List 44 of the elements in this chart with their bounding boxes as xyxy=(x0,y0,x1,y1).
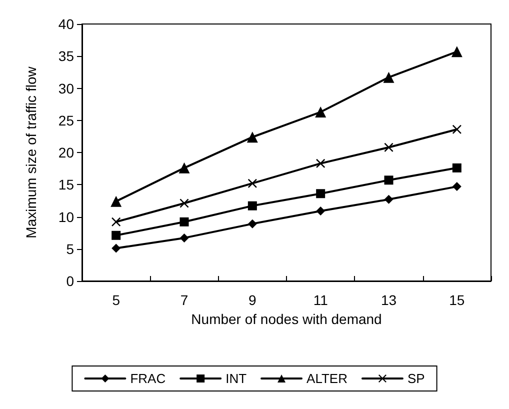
point xyxy=(384,176,394,185)
point xyxy=(383,72,394,83)
y-tick-label: 10 xyxy=(58,208,74,225)
y-axis-title: Maximum size of traffic flow xyxy=(23,66,39,238)
point xyxy=(110,196,122,207)
point xyxy=(452,163,462,172)
point xyxy=(248,201,257,210)
point xyxy=(451,46,462,58)
point xyxy=(246,132,258,143)
y-tick-label: 25 xyxy=(58,112,74,128)
y-tick-label: 15 xyxy=(58,176,74,193)
point xyxy=(248,178,257,188)
point xyxy=(180,217,189,226)
point xyxy=(112,230,121,240)
y-tick-label: 5 xyxy=(66,240,74,257)
x-tick-label: 9 xyxy=(248,292,257,308)
point xyxy=(452,182,462,192)
x-tick-label: 15 xyxy=(449,292,465,308)
y-tick-label: 35 xyxy=(58,48,74,64)
legend-label: ALTER xyxy=(306,371,348,386)
point xyxy=(316,158,326,168)
legend-label: INT xyxy=(226,371,247,386)
point xyxy=(178,162,190,174)
legend-label: FRAC xyxy=(130,371,166,386)
legend-label: SP xyxy=(407,371,425,386)
x-tick-label: 5 xyxy=(112,292,120,308)
point xyxy=(384,142,394,152)
point xyxy=(316,206,326,216)
point xyxy=(384,194,394,204)
x-tick-label: 7 xyxy=(180,292,188,308)
x-axis-title: Number of nodes with demand xyxy=(191,310,382,327)
x-tick-label: 11 xyxy=(313,292,328,308)
y-tick-label: 20 xyxy=(58,144,74,160)
point xyxy=(452,124,462,134)
point xyxy=(180,233,189,242)
point xyxy=(248,219,257,228)
point xyxy=(316,189,326,198)
x-tick-label: 13 xyxy=(380,292,397,308)
point xyxy=(112,217,121,226)
y-tick-label: 40 xyxy=(58,16,74,32)
y-tick-label: 30 xyxy=(58,80,74,96)
point xyxy=(315,106,326,118)
y-tick-label: 0 xyxy=(66,273,74,289)
point xyxy=(112,244,121,253)
